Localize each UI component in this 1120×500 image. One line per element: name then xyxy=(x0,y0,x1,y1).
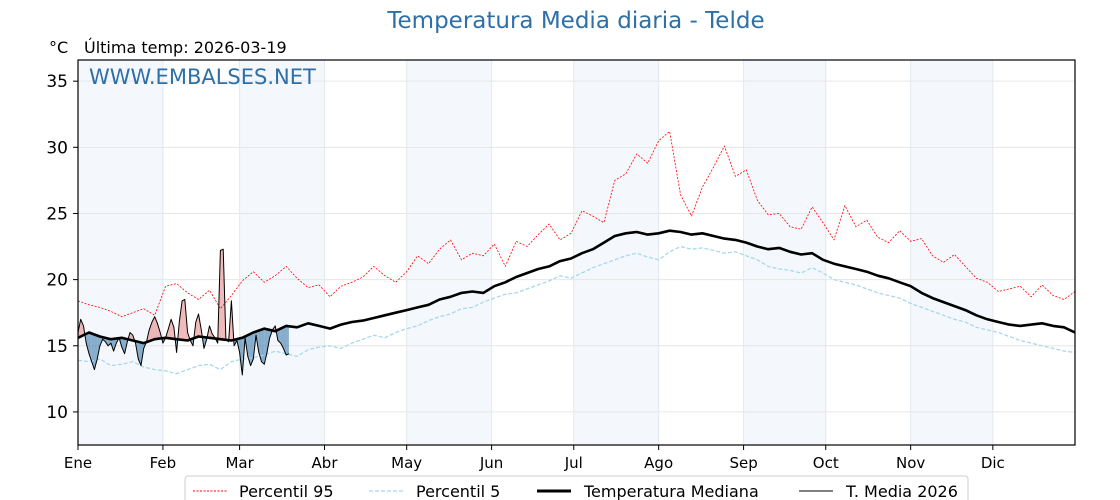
series-line-median xyxy=(77,229,1076,345)
y-axis-unit-label: °C xyxy=(49,38,69,57)
anomaly-fill-segment xyxy=(179,300,183,340)
anomaly-fill-segment xyxy=(277,328,281,344)
anomaly-fill-segment xyxy=(171,319,174,339)
month-band xyxy=(406,60,492,445)
watermark: WWW.EMBALSES.NET xyxy=(89,65,316,89)
chart-title: Temperatura Media diaria - Telde xyxy=(387,8,765,34)
x-tick-label: Nov xyxy=(896,454,925,472)
x-tick-label: May xyxy=(391,454,422,472)
legend-label-p5: Percentil 5 xyxy=(416,482,500,500)
x-tick-label: Ene xyxy=(64,454,92,472)
plot-frame xyxy=(77,59,1076,446)
series-line-p95 xyxy=(77,130,1076,318)
x-tick-label: Mar xyxy=(225,454,254,472)
y-tick-label: 30 xyxy=(46,138,68,158)
x-tick-label: Ago xyxy=(644,454,673,472)
x-tick-label: Oct xyxy=(813,454,839,472)
series-lines xyxy=(77,130,1076,376)
x-tick-label: Jun xyxy=(479,454,503,472)
anomaly-fill-segment xyxy=(149,321,152,342)
legend-label-p95: Percentil 95 xyxy=(239,482,334,500)
month-bands xyxy=(78,60,993,445)
x-tick-label: Abr xyxy=(312,454,339,472)
y-tick-label: 10 xyxy=(46,403,68,423)
y-tick-label: 15 xyxy=(46,337,68,357)
month-band xyxy=(573,60,659,445)
anomaly-fill-segment xyxy=(283,325,287,356)
y-tick-label: 20 xyxy=(46,271,68,291)
anomaly-fill-segment xyxy=(280,327,284,349)
x-tick-label: Dic xyxy=(981,454,1005,472)
y-tick-label: 35 xyxy=(46,72,68,92)
anomaly-fill-segment xyxy=(195,314,199,338)
legend: Percentil 95 Percentil 5 Temperatura Med… xyxy=(184,475,969,500)
anomaly-fill-segment xyxy=(97,335,100,360)
legend-label-current: T. Media 2026 xyxy=(845,482,958,500)
series-line-p5 xyxy=(77,245,1076,375)
month-band xyxy=(239,60,325,445)
anomaly-fills xyxy=(78,249,289,375)
x-tick-label: Jul xyxy=(564,454,583,472)
legend-label-median: Temperatura Mediana xyxy=(583,482,759,500)
y-tick-label: 25 xyxy=(46,204,68,224)
month-band xyxy=(78,60,163,445)
x-tick-label: Feb xyxy=(150,454,177,472)
anomaly-fill-segment xyxy=(86,332,89,354)
series-line-current xyxy=(77,248,290,376)
x-axis: Ene Feb Mar Abr May Jun Jul Ago Sep Oct Nov Dic xyxy=(64,445,1005,472)
anomaly-fill-segment xyxy=(121,337,125,354)
anomaly-fill-segment xyxy=(168,319,172,339)
anomaly-fill-segment xyxy=(80,319,84,337)
x-tick-label: Sep xyxy=(729,454,757,472)
month-band xyxy=(910,60,993,445)
anomaly-fill-segment xyxy=(151,316,155,341)
anomaly-fill-segment xyxy=(182,299,185,341)
anomaly-fill-segment xyxy=(220,249,224,340)
anomaly-fill-segment xyxy=(105,337,109,346)
anomaly-fill-segment xyxy=(261,328,265,365)
y-axis: 10 15 20 25 30 35 xyxy=(46,72,78,423)
anomaly-fill-segment xyxy=(286,325,289,356)
last-temp-label: Última temp: 2026-03-19 xyxy=(84,38,287,57)
